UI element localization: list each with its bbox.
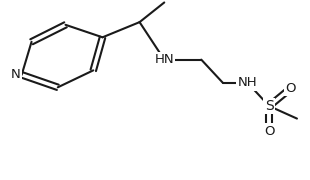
Text: O: O (286, 82, 296, 95)
Text: HN: HN (154, 53, 174, 66)
Text: O: O (264, 125, 274, 138)
Text: N: N (11, 68, 21, 81)
Text: S: S (265, 99, 273, 113)
Text: NH: NH (238, 76, 257, 89)
